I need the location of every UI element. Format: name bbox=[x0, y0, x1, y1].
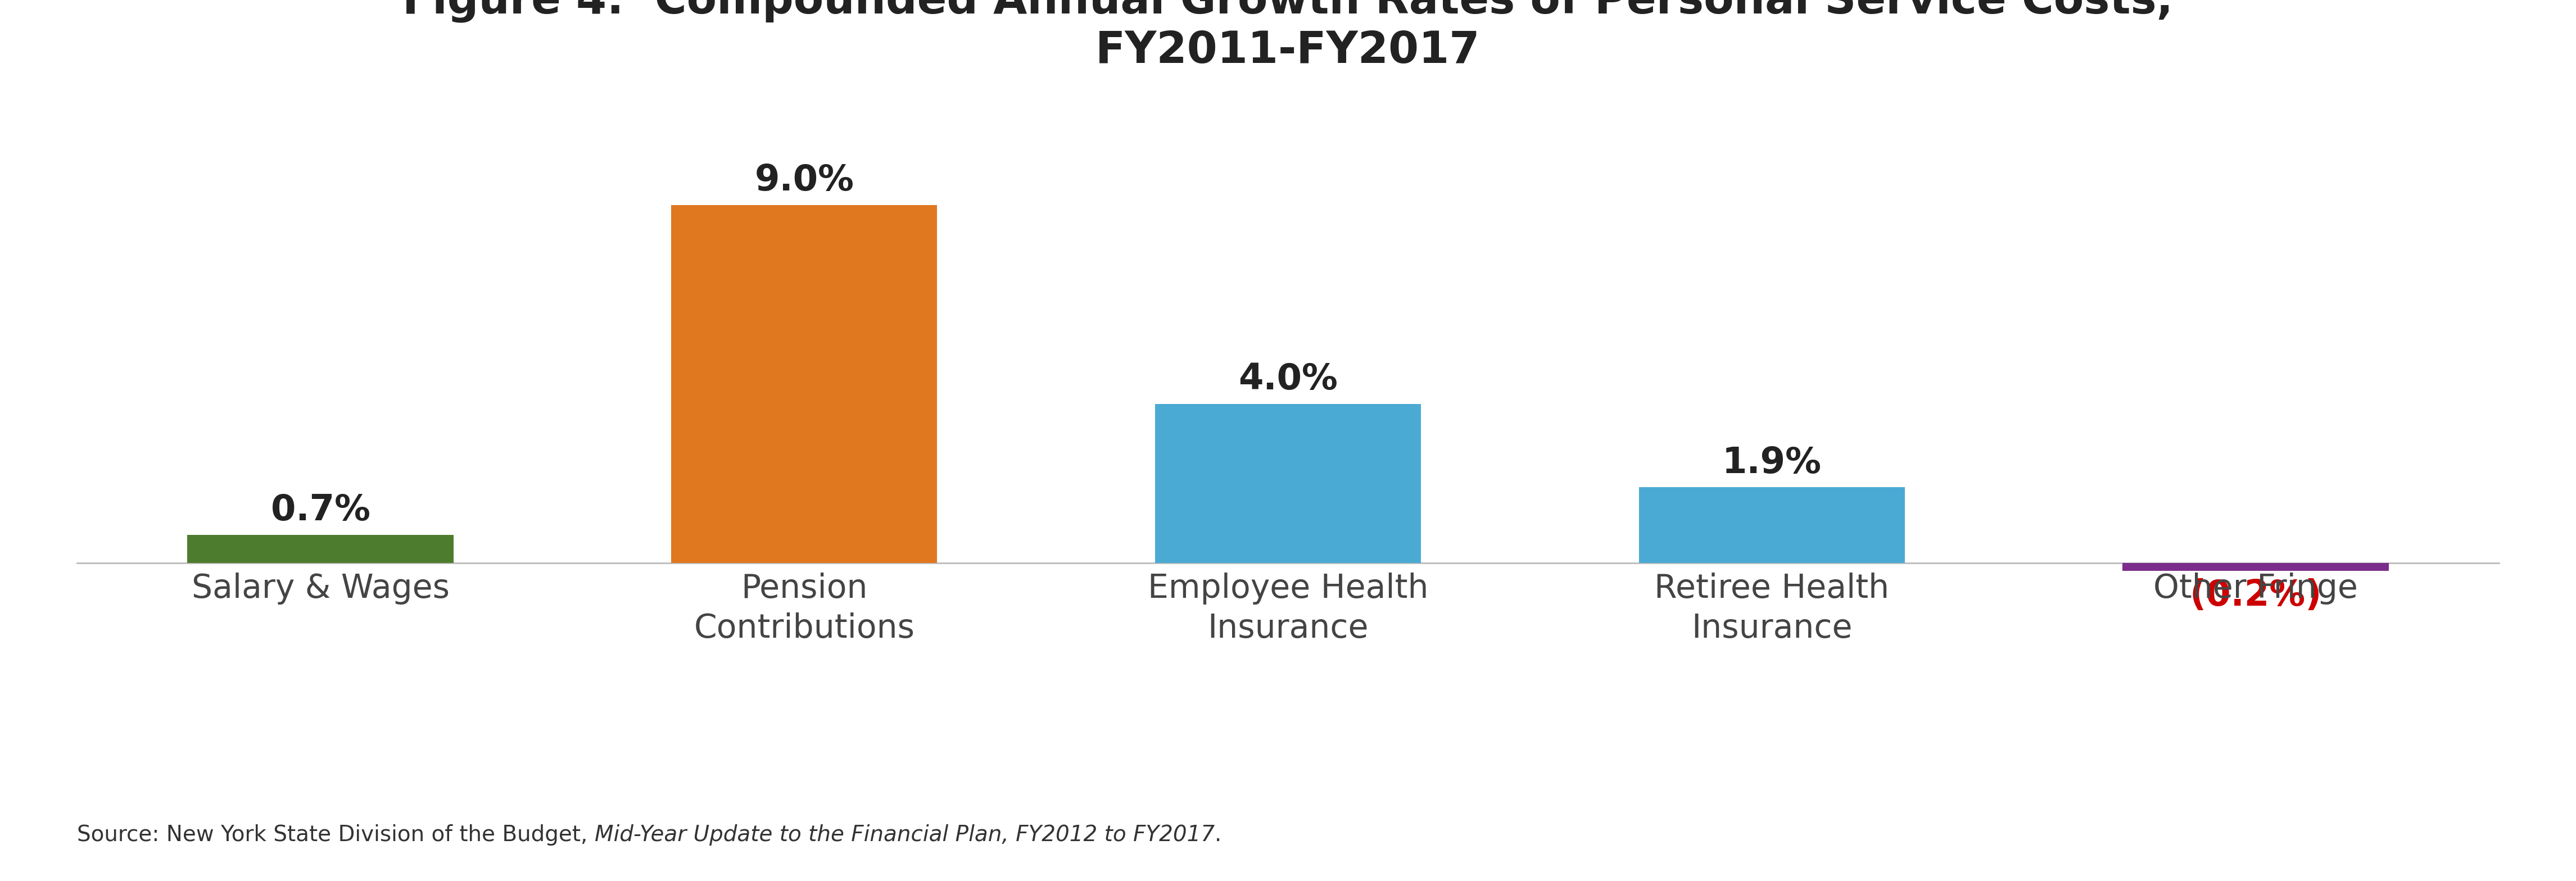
Bar bbox=[1154, 403, 1422, 563]
Text: 9.0%: 9.0% bbox=[755, 163, 853, 198]
Bar bbox=[672, 205, 938, 563]
Title: Figure 4:  Compounded Annual Growth Rates of Personal Service Costs,
FY2011-FY20: Figure 4: Compounded Annual Growth Rates… bbox=[402, 0, 2174, 71]
Text: Source: New York State Division of the Budget,: Source: New York State Division of the B… bbox=[77, 825, 595, 846]
Bar bbox=[2123, 563, 2388, 571]
Text: (0.2%): (0.2%) bbox=[2190, 578, 2321, 612]
Text: 1.9%: 1.9% bbox=[1723, 445, 1821, 480]
Text: Employee Health
Insurance: Employee Health Insurance bbox=[1149, 573, 1427, 644]
Text: Other Fringe: Other Fringe bbox=[2154, 573, 2357, 604]
Bar bbox=[1638, 487, 1904, 563]
Text: 4.0%: 4.0% bbox=[1239, 362, 1337, 396]
Bar bbox=[188, 535, 453, 563]
Text: 0.7%: 0.7% bbox=[270, 493, 371, 528]
Text: .: . bbox=[1216, 825, 1221, 846]
Text: Retiree Health
Insurance: Retiree Health Insurance bbox=[1654, 573, 1888, 644]
Text: Pension
Contributions: Pension Contributions bbox=[693, 573, 914, 644]
Text: Salary & Wages: Salary & Wages bbox=[191, 573, 448, 604]
Text: Mid-Year Update to the Financial Plan, FY2012 to FY2017: Mid-Year Update to the Financial Plan, F… bbox=[595, 825, 1216, 846]
